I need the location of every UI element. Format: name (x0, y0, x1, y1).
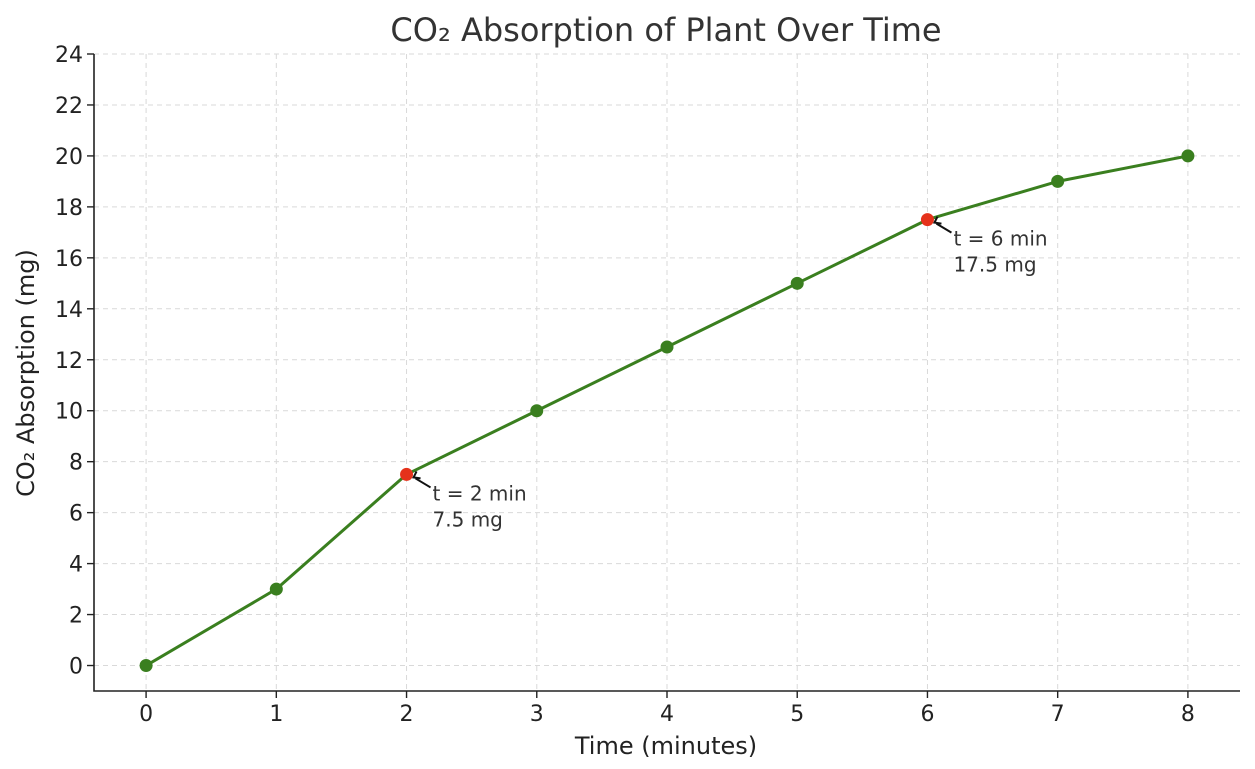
x-tick-label: 1 (269, 702, 283, 727)
y-tick-label: 16 (55, 247, 83, 272)
chart-title: CO₂ Absorption of Plant Over Time (390, 11, 941, 49)
highlighted-point (920, 213, 934, 227)
data-point (530, 404, 544, 418)
y-tick-label: 22 (55, 94, 83, 119)
x-tick-label: 2 (400, 702, 414, 727)
x-tick-label: 4 (660, 702, 674, 727)
y-tick-label: 14 (55, 298, 83, 323)
y-tick-label: 4 (69, 553, 83, 578)
y-tick-label: 24 (55, 43, 83, 68)
annotation-text: t = 6 min (953, 227, 1047, 251)
highlighted-point (400, 467, 414, 481)
x-tick-label: 6 (920, 702, 934, 727)
y-tick-label: 8 (69, 451, 83, 476)
data-series (139, 149, 1195, 673)
x-tick-label: 3 (530, 702, 544, 727)
data-point (1181, 149, 1195, 163)
annotation-arrow (935, 222, 952, 234)
y-axis-label: CO₂ Absorption (mg) (12, 249, 40, 497)
y-tick-label: 10 (55, 400, 83, 425)
annotation-arrowhead (932, 216, 942, 225)
annotation-text: t = 2 min (433, 481, 527, 505)
x-tick-label: 5 (790, 702, 804, 727)
annotation-arrow (415, 477, 432, 489)
y-tick-label: 2 (69, 604, 83, 629)
y-tick-label: 0 (69, 655, 83, 680)
x-axis-label: Time (minutes) (574, 732, 757, 760)
y-tick-label: 20 (55, 145, 83, 170)
y-tick-label: 12 (55, 349, 83, 374)
y-tick-label: 6 (69, 502, 83, 527)
annotation-arrowhead (412, 470, 421, 480)
axis-spines (93, 54, 1240, 692)
data-point (660, 340, 674, 354)
x-tick-label: 7 (1051, 702, 1065, 727)
x-tick-label: 0 (139, 702, 153, 727)
data-point (139, 659, 153, 673)
grid-lines (94, 53, 1240, 691)
x-tick-label: 8 (1181, 702, 1195, 727)
data-point (790, 276, 804, 290)
annotation-text: 7.5 mg (433, 507, 503, 531)
data-point (269, 582, 283, 596)
annotation-text: 17.5 mg (953, 253, 1036, 277)
data-point (1051, 174, 1065, 188)
y-tick-label: 18 (55, 196, 83, 221)
